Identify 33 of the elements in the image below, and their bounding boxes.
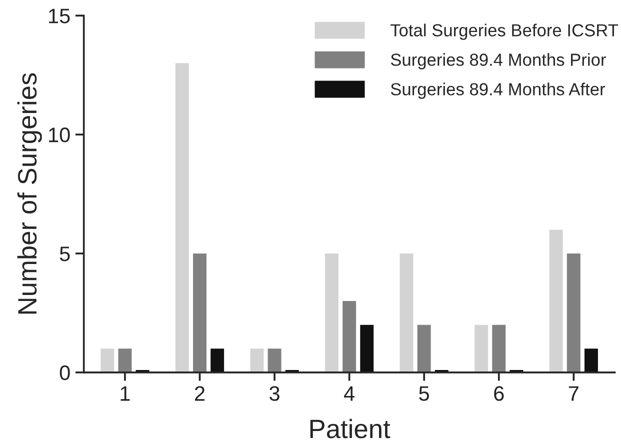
bar <box>417 324 431 372</box>
bar <box>175 63 189 372</box>
y-tick-label: 15 <box>49 8 70 24</box>
bar <box>250 348 264 372</box>
x-tick-label: 7 <box>568 386 578 401</box>
legend-label: Total Surgeries Before ICSRT <box>390 24 618 40</box>
bar <box>474 324 488 372</box>
y-tick-label: 0 <box>60 365 70 380</box>
x-tick-label: 2 <box>195 386 204 401</box>
legend-label: Surgeries 89.4 Months After <box>390 82 606 99</box>
bar <box>118 348 132 372</box>
bar <box>100 348 114 372</box>
bar <box>342 301 356 372</box>
bar <box>193 253 206 372</box>
x-tick-label: 4 <box>344 386 354 401</box>
bar <box>325 253 338 372</box>
x-tick-label: 5 <box>419 386 430 401</box>
x-tick-label: 6 <box>494 386 504 401</box>
x-tick-label: 3 <box>270 386 280 401</box>
bar <box>360 324 374 372</box>
legend-label: Surgeries 89.4 Months Prior <box>390 53 606 70</box>
bar <box>400 253 414 372</box>
bar <box>210 348 224 372</box>
bar <box>268 348 282 372</box>
bar <box>549 230 563 372</box>
y-tick-label: 10 <box>49 128 70 142</box>
bar <box>584 348 598 372</box>
y-axis-title: Number of Surgeries <box>17 73 42 314</box>
x-tick-label: 1 <box>120 386 130 401</box>
y-tick-label: 5 <box>60 246 70 262</box>
bar <box>566 253 580 372</box>
x-axis-title: Patient <box>310 418 390 438</box>
bar <box>492 324 506 372</box>
